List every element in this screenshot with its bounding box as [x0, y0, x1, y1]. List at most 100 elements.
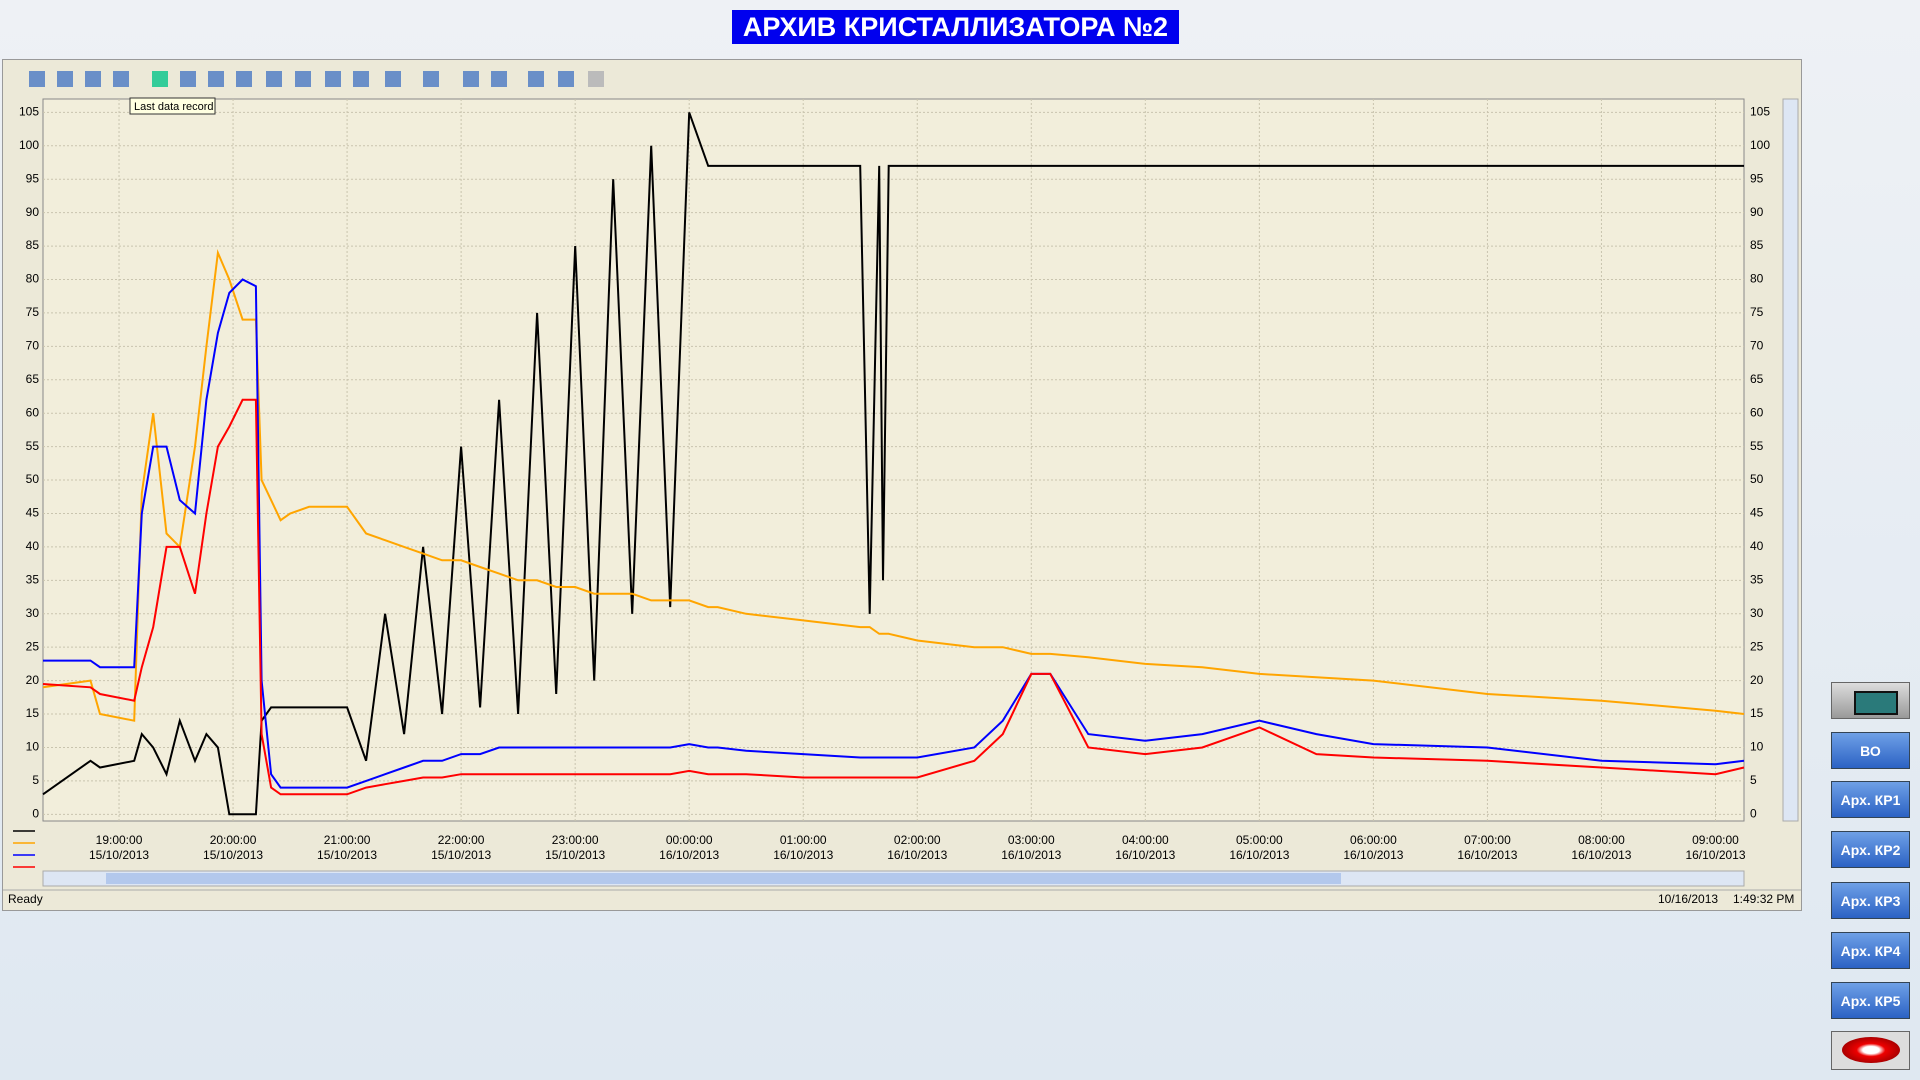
device-icon[interactable]: [1831, 682, 1910, 719]
x-tick-label: 16/10/2013: [1343, 848, 1403, 862]
tool-button[interactable]: [491, 71, 507, 87]
tool-button[interactable]: [57, 71, 73, 87]
tool-button[interactable]: [29, 71, 45, 87]
x-tick-label: 15/10/2013: [431, 848, 491, 862]
y-tick-label: 95: [26, 171, 40, 185]
scroll-thumb[interactable]: [106, 873, 1341, 884]
tool-button[interactable]: [113, 71, 129, 87]
tool-button[interactable]: [385, 71, 401, 87]
x-tick-label: 15/10/2013: [89, 848, 149, 862]
x-tick-label: 16/10/2013: [1115, 848, 1175, 862]
x-tick-label: 16/10/2013: [887, 848, 947, 862]
y2-tick-label: 30: [1750, 606, 1764, 620]
x-tick-label: 15/10/2013: [545, 848, 605, 862]
y-tick-label: 105: [19, 105, 39, 119]
x-tick-label: 20:00:00: [210, 833, 257, 847]
x-tick-label: 05:00:00: [1236, 833, 1283, 847]
tool-button[interactable]: [463, 71, 479, 87]
y2-tick-label: 10: [1750, 740, 1764, 754]
x-tick-label: 15/10/2013: [203, 848, 263, 862]
y-tick-label: 20: [26, 673, 40, 687]
x-tick-label: 15/10/2013: [317, 848, 377, 862]
y2-tick-label: 50: [1750, 472, 1764, 486]
y2-tick-label: 0: [1750, 806, 1757, 820]
y2-tick-label: 40: [1750, 539, 1764, 553]
archive-button[interactable]: Арх. КР4: [1831, 932, 1910, 969]
archive-button[interactable]: ВО: [1831, 732, 1910, 769]
y2-tick-label: 45: [1750, 506, 1764, 520]
plot-area: [42, 98, 1745, 822]
x-tick-label: 23:00:00: [552, 833, 599, 847]
y-tick-label: 90: [26, 205, 40, 219]
x-tick-label: 01:00:00: [780, 833, 827, 847]
y-tick-label: 75: [26, 305, 40, 319]
x-tick-label: 08:00:00: [1578, 833, 1625, 847]
tool-button[interactable]: [325, 71, 341, 87]
tool-button[interactable]: [152, 71, 168, 87]
x-tick-label: 04:00:00: [1122, 833, 1169, 847]
archive-button[interactable]: Арх. КР3: [1831, 882, 1910, 919]
x-tick-label: 21:00:00: [324, 833, 371, 847]
y2-tick-label: 60: [1750, 405, 1764, 419]
x-tick-label: 19:00:00: [96, 833, 143, 847]
y-tick-label: 65: [26, 372, 40, 386]
y2-tick-label: 95: [1750, 171, 1764, 185]
x-tick-label: 16/10/2013: [1685, 848, 1745, 862]
tool-button[interactable]: [208, 71, 224, 87]
alarm-button[interactable]: [1831, 1031, 1910, 1070]
y2-tick-label: 20: [1750, 673, 1764, 687]
y2-tick-label: 80: [1750, 272, 1764, 286]
y-tick-label: 60: [26, 405, 40, 419]
y2-tick-label: 25: [1750, 639, 1764, 653]
y2-tick-label: 85: [1750, 238, 1764, 252]
y-tick-label: 30: [26, 606, 40, 620]
tool-button[interactable]: [528, 71, 544, 87]
page-title: АРХИВ КРИСТАЛЛИЗАТОРА №2: [732, 10, 1179, 44]
archive-button[interactable]: Арх. КР5: [1831, 982, 1910, 1019]
y2-tick-label: 100: [1750, 138, 1770, 152]
y-tick-label: 45: [26, 506, 40, 520]
archive-button[interactable]: Арх. КР2: [1831, 831, 1910, 868]
y2-tick-label: 35: [1750, 573, 1764, 587]
tooltip: [129, 97, 216, 115]
y-tick-label: 0: [32, 806, 39, 820]
series-line: [42, 248, 1745, 722]
vertical-scrollbar[interactable]: [1782, 98, 1799, 822]
y2-tick-label: 15: [1750, 706, 1764, 720]
y2-tick-label: 65: [1750, 372, 1764, 386]
y-tick-label: 80: [26, 272, 40, 286]
tool-button[interactable]: [295, 71, 311, 87]
tool-button[interactable]: [423, 71, 439, 87]
tool-button[interactable]: [266, 71, 282, 87]
series-line: [42, 398, 1745, 796]
tooltip-text: Last data record: [134, 101, 214, 113]
y2-tick-label: 55: [1750, 439, 1764, 453]
chart-window: Ready 10/16/2013 1:49:32 PM 0 0 5 5 10 10 15 15…: [2, 59, 1802, 911]
y-tick-label: 5: [32, 773, 39, 787]
y-tick-label: 55: [26, 439, 40, 453]
status-date: 10/16/2013: [1658, 892, 1718, 906]
x-tick-label: 03:00:00: [1008, 833, 1055, 847]
y2-tick-label: 75: [1750, 305, 1764, 319]
tool-button[interactable]: [353, 71, 369, 87]
x-tick-label: 22:00:00: [438, 833, 485, 847]
x-tick-label: 00:00:00: [666, 833, 713, 847]
status-time: 1:49:32 PM: [1733, 892, 1794, 906]
tool-button[interactable]: [180, 71, 196, 87]
y2-tick-label: 105: [1750, 105, 1770, 119]
y-tick-label: 40: [26, 539, 40, 553]
y-tick-label: 70: [26, 339, 40, 353]
tool-button[interactable]: [236, 71, 252, 87]
tool-button[interactable]: [588, 71, 604, 87]
y-tick-label: 100: [19, 138, 39, 152]
tool-button[interactable]: [85, 71, 101, 87]
tool-button[interactable]: [558, 71, 574, 87]
y-tick-label: 25: [26, 639, 40, 653]
status-text: Ready: [8, 892, 43, 906]
y-tick-label: 10: [26, 740, 40, 754]
y-tick-label: 50: [26, 472, 40, 486]
x-tick-label: 16/10/2013: [1229, 848, 1289, 862]
archive-button[interactable]: Арх. КР1: [1831, 781, 1910, 818]
